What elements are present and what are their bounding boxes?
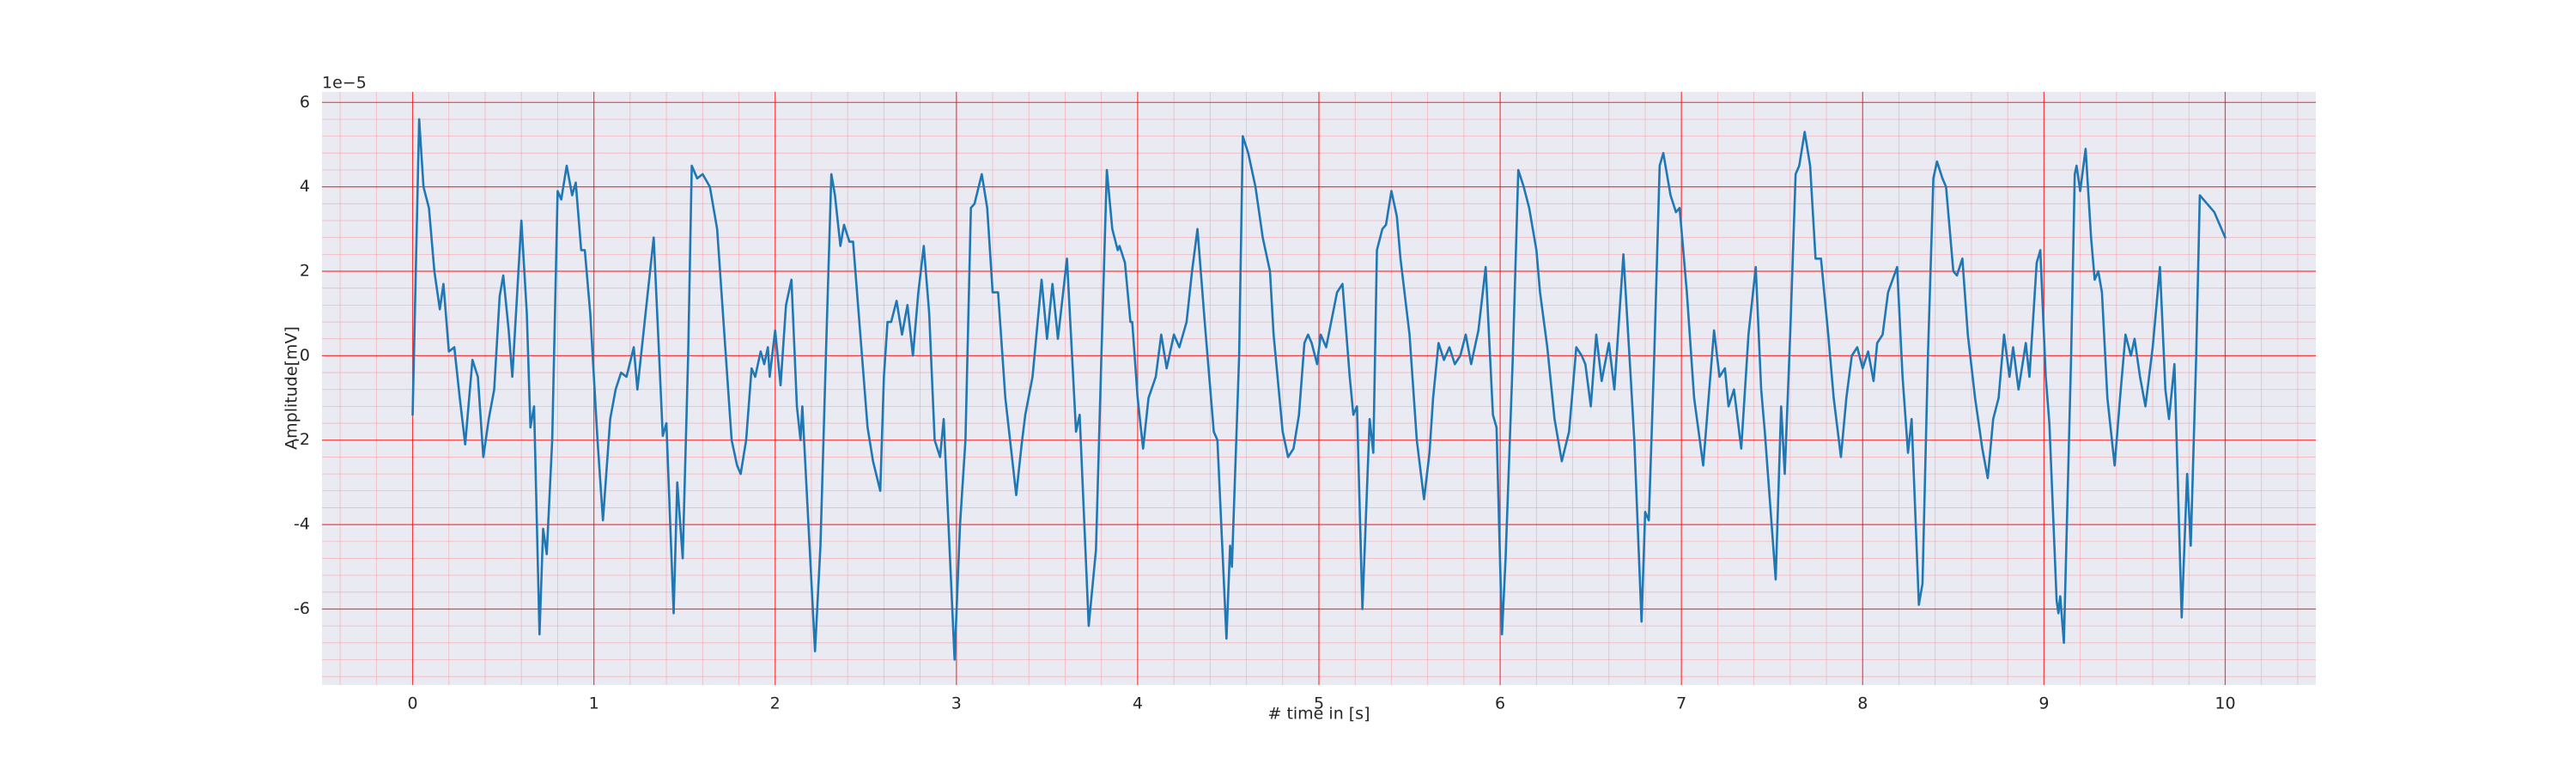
y-axis-label: Amplitude[mV] <box>283 326 301 450</box>
x-tick-label: 7 <box>1676 694 1686 713</box>
x-tick-label: 1 <box>589 694 599 713</box>
x-tick-label: 0 <box>407 694 417 713</box>
x-tick-label: 4 <box>1133 694 1143 713</box>
y-tick-label: 0 <box>300 346 310 365</box>
y-tick-label: -6 <box>294 599 310 618</box>
x-tick-label: 9 <box>2038 694 2049 713</box>
y-tick-label: -2 <box>294 430 310 449</box>
x-axis-label: # time in [s] <box>1267 705 1370 724</box>
marks <box>411 118 2227 661</box>
signal-line <box>411 118 2227 661</box>
y-offset-label: 1e−5 <box>322 74 367 93</box>
y-tick-label: 2 <box>300 262 310 281</box>
x-tick-label: 10 <box>2215 694 2235 713</box>
x-tick-label: 6 <box>1495 694 1505 713</box>
y-tick-label: -4 <box>294 515 310 534</box>
y-tick-label: 6 <box>300 93 310 112</box>
x-tick-label: 8 <box>1857 694 1868 713</box>
x-tick-label: 2 <box>770 694 781 713</box>
x-tick-label: 3 <box>951 694 962 713</box>
y-tick-label: 4 <box>300 177 310 196</box>
x-tick-label: 5 <box>1314 694 1324 713</box>
labels: -6 -4 -2 0 2 4 6 0 1 2 3 4 5 6 7 8 9 10 <box>294 93 2236 713</box>
